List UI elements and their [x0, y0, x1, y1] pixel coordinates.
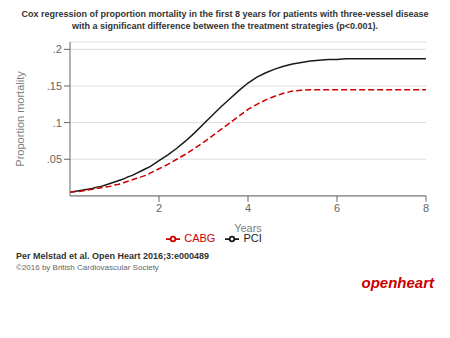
svg-text:.05: .05: [47, 153, 62, 165]
svg-text:8: 8: [423, 202, 429, 214]
svg-text:Proportion mortality: Proportion mortality: [14, 71, 26, 167]
svg-text:.2: .2: [53, 43, 62, 55]
svg-text:2: 2: [156, 202, 162, 214]
svg-text:Years: Years: [234, 222, 262, 234]
html-text:PCI: PCI: [243, 231, 262, 244]
html-text:openheart: openheart: [361, 274, 434, 291]
html-text:©2016 by British Cardiovascula: ©2016 by British Cardiovascular Society: [16, 263, 159, 272]
html-text:Cox regression of proportion m: Cox regression of proportion mortality i…: [21, 9, 429, 19]
svg-text:.15: .15: [47, 80, 62, 92]
html-text:CABG: CABG: [184, 231, 216, 244]
svg-text:4: 4: [245, 202, 251, 214]
svg-text:6: 6: [334, 202, 340, 214]
html-text:with a significant difference: with a significant difference between th…: [72, 21, 378, 31]
html-text:Per Melstad et al. Open Heart: Per Melstad et al. Open Heart 2016;3:e00…: [16, 251, 210, 261]
svg-text:.1: .1: [53, 117, 62, 129]
